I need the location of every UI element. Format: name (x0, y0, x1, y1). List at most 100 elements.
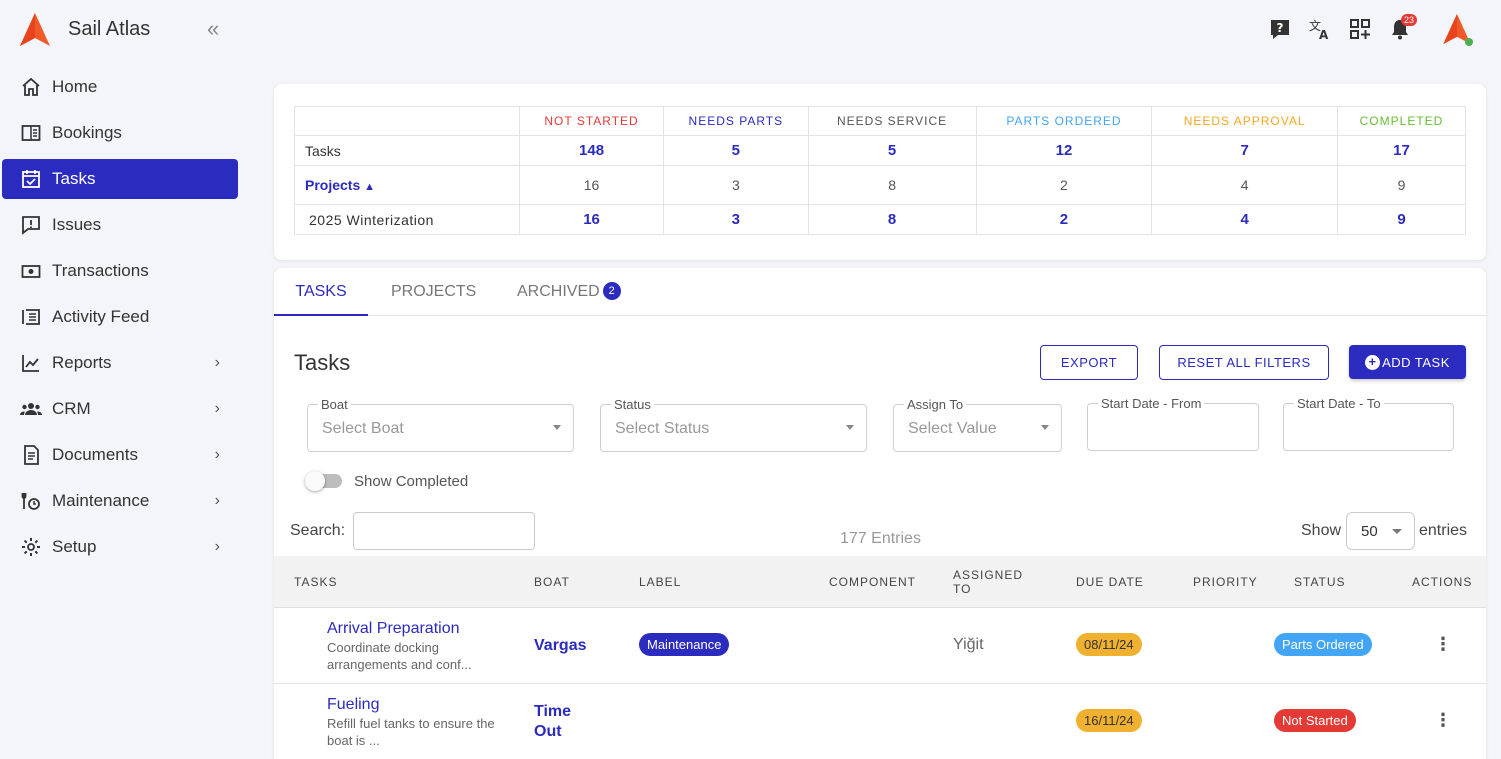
column-header[interactable]: NEEDS SERVICE (807, 106, 977, 136)
column-header[interactable]: TASKS (294, 575, 338, 589)
help-icon[interactable]: ? (1269, 18, 1291, 40)
sidebar: Home Bookings Tasks Issues Transactions … (0, 67, 250, 573)
count-cell[interactable]: 16 (518, 204, 665, 235)
page-size-select[interactable]: 50 (1346, 512, 1415, 550)
count-cell[interactable]: 5 (807, 135, 977, 166)
summary-row-tasks: Tasks 148 5 5 12 7 17 (294, 135, 1467, 166)
column-header[interactable]: NEEDS APPROVAL (1151, 106, 1338, 136)
task-description: Coordinate docking arrangements and conf… (327, 640, 472, 672)
count-cell[interactable]: 5 (663, 135, 809, 166)
archived-count-badge: 2 (602, 282, 621, 300)
column-header[interactable]: COMPLETED (1336, 106, 1467, 136)
sidebar-item-label: Activity Feed (52, 307, 150, 326)
count-cell[interactable]: 7 (1151, 135, 1338, 166)
start-date-to-field[interactable]: Start Date - To (1283, 396, 1454, 451)
book-icon (20, 122, 42, 144)
sidebar-item-label: Bookings (52, 123, 122, 142)
count-cell: 3 (663, 165, 809, 205)
column-header[interactable]: COMPONENT (829, 575, 916, 589)
column-header[interactable]: PARTS ORDERED (975, 106, 1153, 136)
assign-to-select[interactable]: Assign To Select Value (893, 397, 1062, 452)
sidebar-item-issues[interactable]: Issues (2, 205, 238, 245)
svg-text:?: ? (1277, 21, 1284, 35)
status-badge: Not Started (1274, 709, 1356, 732)
sidebar-item-activity-feed[interactable]: Activity Feed (2, 297, 238, 337)
brand-name: Sail Atlas (68, 18, 151, 40)
documents-icon (20, 444, 42, 466)
svg-text:A: A (1319, 28, 1329, 40)
sidebar-item-bookings[interactable]: Bookings (2, 113, 238, 153)
projects-label[interactable]: Projects (305, 177, 361, 193)
add-app-icon[interactable] (1349, 18, 1371, 40)
show-completed-toggle[interactable] (305, 471, 342, 491)
column-header[interactable]: LABEL (639, 575, 682, 589)
logo-icon[interactable] (20, 13, 50, 51)
chevron-right-icon: › (214, 400, 220, 417)
boat-link[interactable]: Vargas (534, 637, 587, 654)
tab-tasks[interactable]: TASKS (274, 268, 368, 316)
start-date-from-field[interactable]: Start Date - From (1087, 396, 1259, 451)
column-header[interactable]: STATUS (1294, 575, 1346, 589)
people-icon (20, 398, 42, 420)
tab-archived[interactable]: ARCHIVED 2 (517, 268, 621, 316)
add-task-button[interactable]: + ADD TASK (1349, 345, 1466, 379)
count-cell: 2 (975, 165, 1153, 205)
boat-link[interactable]: Time Out (534, 703, 572, 740)
home-icon (20, 76, 42, 98)
table-row[interactable]: Arrival Preparation Coordinate docking a… (274, 608, 1486, 684)
count-cell[interactable]: 17 (1336, 135, 1467, 166)
count-cell[interactable]: 4 (1151, 204, 1338, 235)
projects-toggle[interactable]: Projects ▲ (294, 165, 520, 205)
table-row[interactable]: Fueling Refill fuel tanks to ensure the … (274, 684, 1486, 759)
column-header[interactable]: BOAT (534, 575, 570, 589)
count-cell[interactable]: 2 (975, 204, 1153, 235)
reset-filters-button[interactable]: RESET ALL FILTERS (1159, 345, 1329, 380)
count-cell[interactable]: 12 (975, 135, 1153, 166)
sidebar-item-home[interactable]: Home (2, 67, 238, 107)
table-header: TASKS BOAT LABEL COMPONENT ASSIGNED TO D… (274, 556, 1486, 608)
notification-bell-icon[interactable]: 23 (1389, 14, 1417, 40)
sidebar-item-crm[interactable]: CRM › (2, 389, 238, 429)
sidebar-item-maintenance[interactable]: Maintenance › (2, 481, 238, 521)
search-label: Search: (290, 522, 346, 539)
status-select[interactable]: Status Select Status (600, 397, 867, 452)
status-summary-table: NOT STARTED NEEDS PARTS NEEDS SERVICE PA… (294, 106, 1467, 235)
boat-select[interactable]: Boat Select Boat (307, 397, 574, 452)
sidebar-item-label: Documents (52, 445, 138, 464)
task-title-link[interactable]: Fueling (327, 696, 380, 713)
collapse-sidebar-icon[interactable]: « (207, 16, 220, 41)
sidebar-item-tasks[interactable]: Tasks (2, 159, 238, 199)
sidebar-item-label: Transactions (52, 261, 149, 280)
sidebar-item-label: Issues (52, 215, 102, 234)
caret-down-icon (1392, 529, 1402, 534)
sidebar-item-setup[interactable]: Setup › (2, 527, 238, 567)
column-header[interactable]: PRIORITY (1193, 575, 1258, 589)
column-header[interactable]: NOT STARTED (518, 106, 665, 136)
user-avatar[interactable] (1443, 14, 1473, 46)
count-cell[interactable]: 3 (663, 204, 809, 235)
more-actions-icon[interactable]: ⋮ (1434, 710, 1452, 730)
task-title-link[interactable]: Arrival Preparation (327, 620, 460, 637)
count-cell[interactable]: 9 (1336, 204, 1467, 235)
sidebar-item-documents[interactable]: Documents › (2, 435, 238, 475)
sidebar-item-transactions[interactable]: Transactions (2, 251, 238, 291)
tab-projects[interactable]: PROJECTS (391, 283, 477, 300)
count-cell[interactable]: 8 (807, 204, 977, 235)
count-cell[interactable]: 148 (518, 135, 665, 166)
column-header[interactable]: NEEDS PARTS (663, 106, 809, 136)
caret-down-icon (1041, 425, 1049, 430)
due-date-badge: 08/11/24 (1076, 633, 1142, 656)
column-header[interactable]: DUE DATE (1076, 575, 1144, 589)
export-button[interactable]: EXPORT (1040, 345, 1138, 380)
issue-icon (20, 214, 42, 236)
sidebar-item-label: Home (52, 77, 98, 96)
row-label: Tasks (294, 135, 520, 166)
more-actions-icon[interactable]: ⋮ (1434, 634, 1452, 654)
summary-row-projects: Projects ▲ 16 3 8 2 4 9 (294, 165, 1467, 205)
chevron-right-icon: › (214, 538, 220, 555)
chevron-up-icon[interactable]: ▲ (364, 181, 376, 193)
sidebar-item-reports[interactable]: Reports › (2, 343, 238, 383)
column-header[interactable]: ASSIGNED TO (953, 568, 1024, 596)
search-input[interactable] (353, 512, 535, 550)
